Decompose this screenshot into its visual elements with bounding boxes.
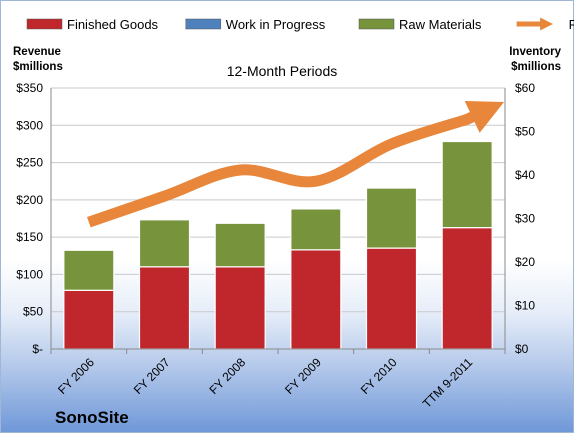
x-tick-label: FY 2010: [358, 355, 400, 397]
left-tick-label: $200: [16, 193, 43, 207]
legend-swatch-work-in-progress: [185, 18, 222, 30]
right-tick-label: $10: [515, 299, 535, 313]
bar-raw-materials: [138, 219, 191, 268]
legend: Finished Goods Work in Progress Raw Materi…: [26, 17, 574, 32]
chart-title: 12-Month Periods: [227, 63, 338, 79]
left-axis-title-line1: Revenue: [13, 46, 61, 58]
x-tick-label: TTM 9-2011: [420, 355, 476, 411]
left-tick-label: $250: [16, 156, 43, 170]
legend-label-work-in-progress: Work in Progress: [226, 17, 326, 32]
bar-raw-materials: [441, 140, 493, 229]
right-tick-label: $60: [515, 81, 535, 95]
right-axis-title-line2: $millions: [511, 61, 561, 73]
left-tick-label: $350: [16, 81, 43, 95]
x-tick-label: FY 2009: [282, 355, 324, 397]
bar-raw-materials: [63, 249, 115, 291]
left-tick-label: $100: [16, 267, 43, 281]
right-tick-label: $30: [515, 212, 535, 226]
left-tick-label: $50: [23, 305, 43, 319]
right-tick-label: $20: [515, 255, 535, 269]
x-tick-label: FY 2007: [131, 355, 173, 397]
left-tick-label: $300: [16, 118, 43, 132]
gridlines: [51, 87, 505, 313]
bar-raw-materials: [214, 222, 266, 268]
x-tick-label: FY 2006: [55, 355, 97, 397]
legend-swatch-finished-goods: [26, 18, 63, 30]
legend-swatch-raw-materials: [358, 18, 395, 30]
right-tick-label: $40: [515, 168, 535, 182]
bar-finished-goods: [290, 249, 342, 350]
bar-raw-materials: [290, 208, 342, 251]
legend-label-finished-goods: Finished Goods: [67, 17, 159, 32]
legend-label-raw-materials: Raw Materials: [399, 17, 482, 32]
bar-finished-goods: [138, 266, 191, 350]
revenue-line: [87, 101, 505, 228]
bar-finished-goods: [63, 289, 115, 350]
bar-finished-goods: [214, 266, 266, 350]
left-axis-title-line2: $millions: [13, 61, 63, 73]
revenue-line-layer: [87, 101, 505, 228]
bar-finished-goods: [365, 247, 418, 350]
left-tick-label: $150: [16, 230, 43, 244]
left-tick-label: $-: [32, 342, 43, 356]
right-tick-label: $50: [515, 125, 535, 139]
right-axis-title-line1: Inventory: [509, 46, 561, 58]
right-tick-label: $0: [515, 342, 529, 356]
bars: [63, 140, 493, 350]
brand-label: SonoSite: [55, 408, 129, 427]
bar-finished-goods: [441, 227, 493, 350]
bar-raw-materials: [365, 187, 418, 249]
legend-label-revenue: Revenue: [569, 17, 574, 32]
x-tick-label: FY 2008: [206, 355, 248, 397]
